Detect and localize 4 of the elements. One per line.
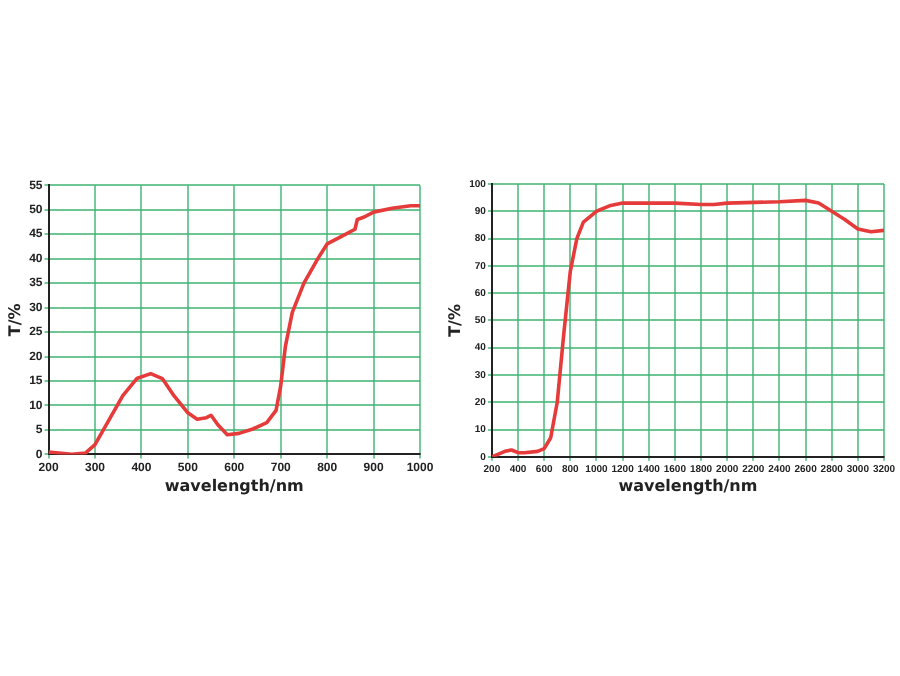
y-axis-title: T/% [445,303,464,337]
y-axis-title: T/% [5,303,24,337]
x-axis-title: wavelength/nm [618,476,758,495]
x-axis-title: wavelength/nm [164,476,304,495]
